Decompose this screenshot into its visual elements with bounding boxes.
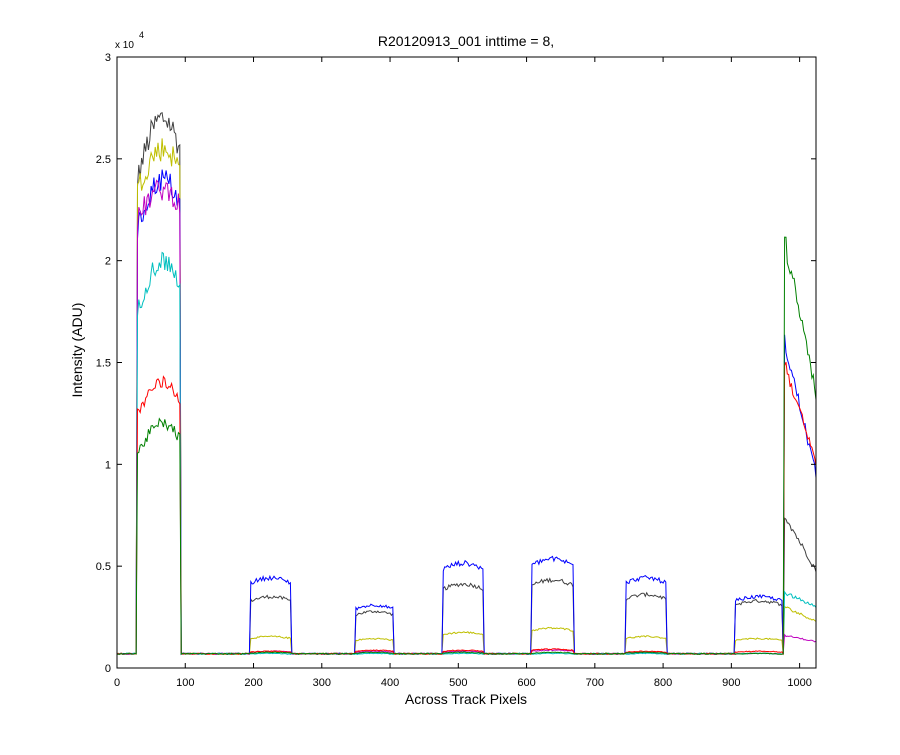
x-tick-label: 200 bbox=[244, 677, 262, 689]
plot-area bbox=[117, 57, 816, 668]
x-tick-label: 300 bbox=[313, 677, 331, 689]
y-tick-label: 1.5 bbox=[96, 358, 111, 370]
y-tick-label: 0 bbox=[105, 663, 111, 675]
series-line bbox=[117, 236, 817, 655]
x-tick-label: 1000 bbox=[787, 677, 811, 689]
y-tick-label: 1 bbox=[105, 459, 111, 471]
y-axis-label: Intensity (ADU) bbox=[69, 303, 85, 398]
x-tick-label: 500 bbox=[449, 677, 467, 689]
x-tick-label: 900 bbox=[722, 677, 740, 689]
x-tick-label: 400 bbox=[381, 677, 399, 689]
chart-title: R20120913_001 inttime = 8, bbox=[378, 33, 554, 49]
y-exponent-power: 4 bbox=[139, 30, 144, 40]
x-tick-label: 0 bbox=[114, 677, 120, 689]
x-tick-label: 600 bbox=[517, 677, 535, 689]
series-layer bbox=[116, 111, 817, 656]
x-tick-label: 800 bbox=[654, 677, 672, 689]
y-tick-label: 2.5 bbox=[96, 154, 111, 166]
y-tick-label: 2 bbox=[105, 256, 111, 268]
x-tick-label: 700 bbox=[586, 677, 604, 689]
x-axis-label: Across Track Pixels bbox=[405, 691, 527, 707]
x-tick-label: 100 bbox=[176, 677, 194, 689]
y-tick-label: 0.5 bbox=[96, 561, 111, 573]
y-tick-label: 3 bbox=[105, 52, 111, 64]
ticks-layer: 0 100 200 300 400 500 600 700 800 900 1000 0 0.5 1 1.5… bbox=[96, 52, 816, 689]
y-exponent-label: x 10 bbox=[115, 40, 134, 51]
